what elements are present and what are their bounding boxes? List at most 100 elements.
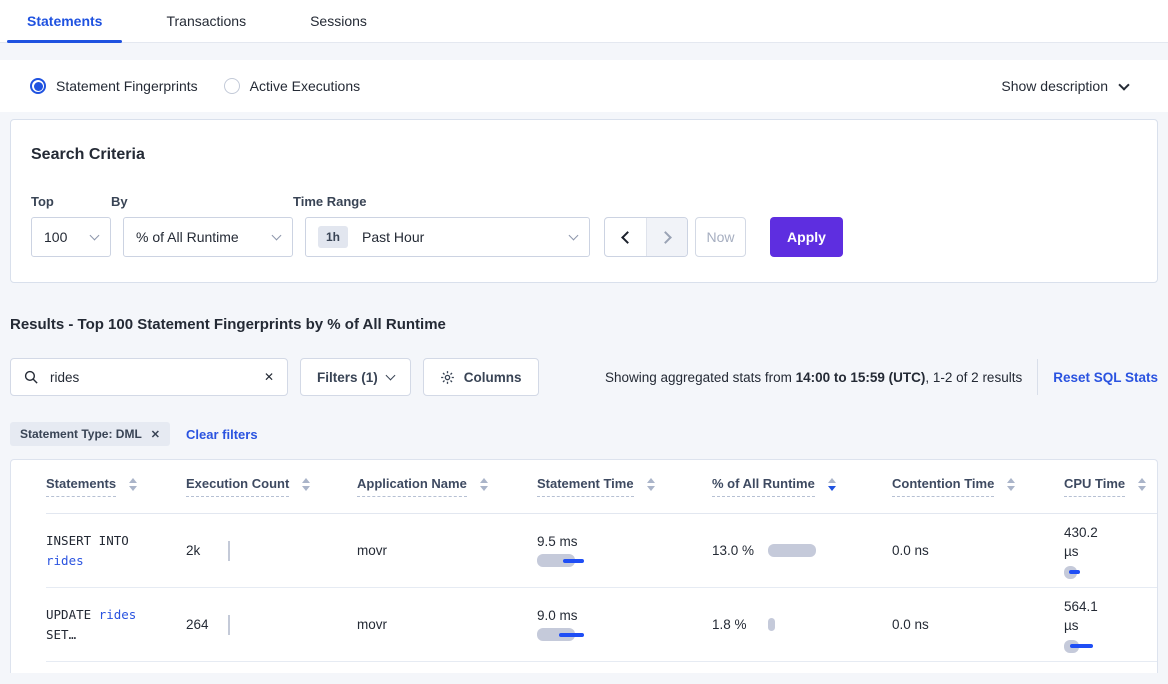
pct-runtime-bar (768, 544, 816, 557)
pct-runtime-value: 13.0 % (712, 543, 755, 558)
by-select[interactable]: % of All Runtime (123, 217, 293, 257)
count-bar (228, 614, 230, 635)
results-status: Showing aggregated stats from 14:00 to 1… (605, 370, 1022, 385)
statement-link[interactable]: rides (98, 606, 137, 622)
column-label: % of All Runtime (712, 476, 815, 497)
tab-sessions[interactable]: Sessions (310, 13, 367, 29)
time-shift-buttons (604, 217, 688, 257)
tab-statements[interactable]: Statements (7, 0, 123, 43)
columns-button[interactable]: Columns (422, 358, 539, 396)
chevron-down-icon (385, 370, 396, 380)
top-field: Top 100 (31, 194, 111, 257)
sort-up-arrow (827, 478, 836, 483)
tab-transactions[interactable]: Transactions (166, 13, 247, 29)
sql-text: UPDATE (46, 606, 99, 622)
bar-mean (537, 554, 575, 567)
time-range-value: Past Hour (362, 229, 425, 245)
sort-icon[interactable] (827, 478, 836, 495)
sort-down-arrow (479, 486, 488, 491)
show-description-toggle[interactable]: Show description (1001, 78, 1130, 94)
sort-down-arrow (827, 486, 836, 491)
sort-icon[interactable] (302, 478, 311, 495)
clear-filters-link[interactable]: Clear filters (186, 426, 258, 442)
by-select-value: % of All Runtime (136, 229, 239, 245)
apply-button[interactable]: Apply (770, 217, 843, 257)
sql-line: UPDATE rides (46, 605, 136, 625)
filters-button-label: Filters (1) (317, 369, 378, 385)
search-criteria-card: Search Criteria Top 100 By % of All Runt… (10, 119, 1158, 283)
sql-line: INSERT INTO (46, 531, 129, 551)
time-range-label: Time Range (293, 194, 367, 209)
chevron-left-icon (620, 230, 634, 244)
status-suffix: , 1-2 of 2 results (925, 369, 1023, 385)
sort-down-arrow (646, 486, 655, 491)
bar-stddev-line (559, 632, 584, 637)
search-input[interactable] (48, 368, 264, 386)
bar-chart (537, 628, 627, 641)
radio-active-executions[interactable]: Active Executions (223, 78, 361, 94)
reset-sql-stats-link[interactable]: Reset SQL Stats (1053, 369, 1158, 385)
top-select[interactable]: 100 (31, 217, 111, 257)
statement-link[interactable]: rides (46, 552, 84, 568)
filter-pill-label: Statement Type: DML (20, 427, 142, 441)
pct-runtime-value: 1.8 % (712, 617, 747, 632)
column-header-cpu-time[interactable]: CPU Time (1064, 476, 1157, 497)
bar-stddev-line (1069, 570, 1080, 574)
radio-statement-fingerprints[interactable]: Statement Fingerprints (30, 78, 198, 94)
toolbar-divider (1037, 359, 1039, 395)
statement-cell: INSERT INTO rides (46, 514, 186, 587)
bar-stddev-line (1070, 644, 1093, 648)
now-button[interactable]: Now (695, 217, 746, 257)
sort-up-arrow (1138, 478, 1147, 483)
column-header-statements[interactable]: Statements (46, 476, 186, 497)
column-label: Statements (46, 476, 117, 497)
sql-text: INSERT INTO (46, 532, 129, 548)
top-select-value: 100 (44, 229, 68, 245)
status-prefix: Showing aggregated stats from (605, 369, 796, 385)
time-range-field: Time Range 1h Past Hour (293, 194, 590, 257)
search-criteria-title: Search Criteria (31, 146, 145, 163)
sort-up-arrow (646, 478, 655, 483)
time-range-select[interactable]: 1h Past Hour (305, 217, 590, 257)
sort-up-arrow (479, 478, 488, 483)
table-header-row: Statements Execution Count Application Nam… (46, 460, 1157, 514)
cpu-time-cell: 430.2 µs (1064, 514, 1157, 587)
bar-chart (537, 554, 627, 567)
column-header-statement-time[interactable]: Statement Time (537, 476, 712, 497)
table-row: INSERT INTO rides 2k movr 9.5 ms 13.0 % 0.0 ns… (46, 514, 1157, 588)
remove-filter-icon[interactable]: ✕ (150, 428, 161, 441)
column-header-contention-time[interactable]: Contention Time (892, 476, 1064, 497)
filters-button[interactable]: Filters (1) (300, 358, 411, 396)
next-time-button[interactable] (646, 218, 687, 256)
by-field: By % of All Runtime (111, 194, 293, 257)
filter-pill-row: Statement Type: DML ✕ Clear filters (10, 422, 1168, 446)
sort-icon[interactable] (646, 478, 655, 495)
application-name-value: movr (357, 543, 387, 558)
statement-type-filter-pill[interactable]: Statement Type: DML ✕ (10, 422, 171, 446)
contention-time-cell: 0.0 ns (892, 514, 1064, 587)
clear-search-icon[interactable]: ✕ (263, 370, 274, 384)
application-name-value: movr (357, 617, 387, 632)
sort-icon[interactable] (1138, 478, 1147, 495)
column-label: Execution Count (186, 476, 290, 497)
sort-icon[interactable] (1007, 478, 1016, 495)
column-header-of-all-runtime[interactable]: % of All Runtime (712, 476, 892, 497)
column-header-execution-count[interactable]: Execution Count (186, 476, 357, 497)
previous-time-button[interactable] (605, 218, 646, 256)
column-label: Contention Time (892, 476, 995, 497)
sort-icon[interactable] (479, 478, 488, 495)
count-bar (228, 540, 230, 561)
sort-icon[interactable] (129, 478, 138, 495)
sql-text: SET… (46, 626, 77, 642)
search-box[interactable]: ✕ (10, 358, 288, 396)
sql-line: rides (46, 551, 84, 571)
sort-down-arrow (1138, 486, 1147, 491)
column-header-application-name[interactable]: Application Name (357, 476, 537, 497)
chevron-down-icon (568, 230, 579, 241)
radio-label: Active Executions (249, 78, 361, 94)
column-label: Statement Time (537, 476, 634, 497)
search-icon (24, 370, 38, 384)
contention-time-value: 0.0 ns (892, 543, 929, 558)
contention-time-cell: 0.0 ns (892, 588, 1064, 661)
column-label: Application Name (357, 476, 467, 497)
